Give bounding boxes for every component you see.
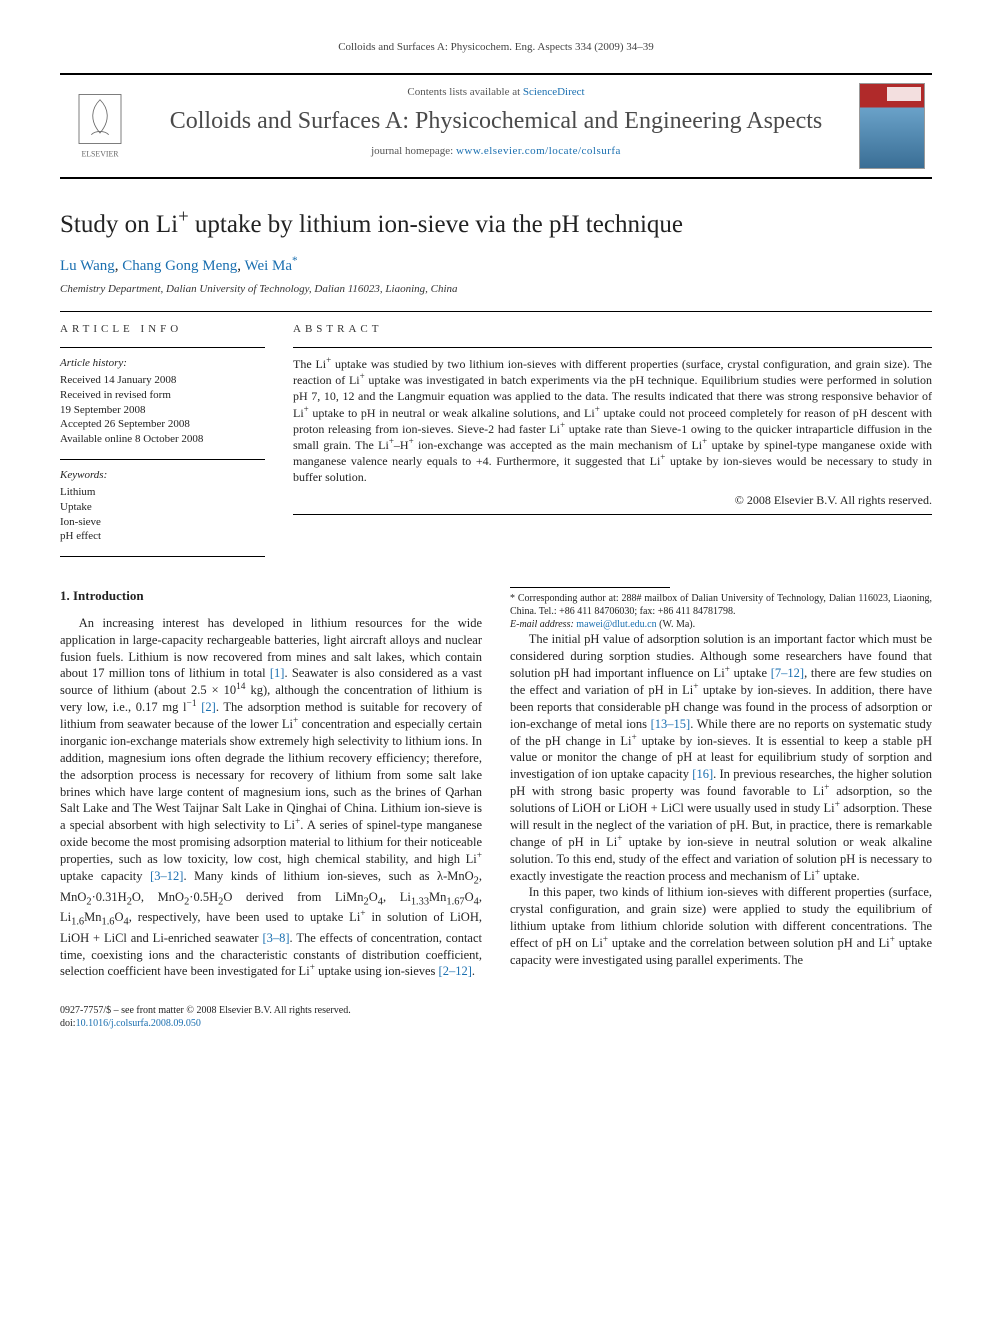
article-title: Study on Li+ uptake by lithium ion-sieve… [60,209,932,240]
email-suffix: (W. Ma). [659,619,695,630]
svg-text:ELSEVIER: ELSEVIER [81,149,119,158]
keyword: Lithium [60,485,265,500]
corresponding-footnote: * Corresponding author at: 288# mailbox … [510,592,932,631]
history-received: Received 14 January 2008 [60,373,265,388]
author-link[interactable]: Chang Gong Meng [122,258,237,274]
history-online: Available online 8 October 2008 [60,432,265,447]
footnote-rule [510,587,670,588]
sciencedirect-link[interactable]: ScienceDirect [523,86,585,98]
keyword: pH effect [60,529,265,544]
section-heading: 1. Introduction [60,587,482,605]
footnote-text: * Corresponding author at: 288# mailbox … [510,592,932,618]
abstract-copyright: © 2008 Elsevier B.V. All rights reserved… [293,492,932,508]
keywords-heading: Keywords: [60,468,265,483]
journal-header: ELSEVIER Contents lists available at Sci… [60,73,932,179]
journal-name: Colloids and Surfaces A: Physicochemical… [145,106,847,136]
page-footer: 0927-7757/$ – see front matter © 2008 El… [60,1004,932,1030]
article-info-column: ARTICLE INFO Article history: Received 1… [60,322,265,557]
history-accepted: Accepted 26 September 2008 [60,417,265,432]
contents-prefix: Contents lists available at [407,86,522,98]
email-label: E-mail address: [510,619,574,630]
affiliation: Chemistry Department, Dalian University … [60,282,932,297]
email-link[interactable]: mawei@dlut.edu.cn [576,619,656,630]
homepage-prefix: journal homepage: [371,145,456,157]
homepage-line: journal homepage: www.elsevier.com/locat… [145,144,847,159]
author-list: Lu Wang, Chang Gong Meng, Wei Ma* [60,256,932,276]
abstract-text: The Li+ uptake was studied by two lithiu… [293,356,932,486]
keyword: Ion-sieve [60,515,265,530]
journal-homepage-link[interactable]: www.elsevier.com/locate/colsurfa [456,145,621,157]
corresponding-mark[interactable]: * [292,255,298,267]
author-link[interactable]: Lu Wang [60,258,115,274]
author-link[interactable]: Wei Ma [245,258,293,274]
doi-link[interactable]: 10.1016/j.colsurfa.2008.09.050 [76,1018,201,1029]
body-paragraph: An increasing interest has developed in … [60,615,482,980]
article-info-label: ARTICLE INFO [60,322,265,337]
history-heading: Article history: [60,356,265,371]
journal-cover-thumb [852,75,932,177]
running-head: Colloids and Surfaces A: Physicochem. En… [60,40,932,55]
contents-line: Contents lists available at ScienceDirec… [145,85,847,100]
publisher-logo: ELSEVIER [60,75,140,177]
abstract-column: ABSTRACT The Li+ uptake was studied by t… [293,322,932,557]
doi-prefix: doi: [60,1018,76,1029]
abstract-label: ABSTRACT [293,322,932,337]
body-columns: 1. Introduction An increasing interest h… [60,587,932,981]
issn-line: 0927-7757/$ – see front matter © 2008 El… [60,1004,932,1017]
history-revised: Received in revised form [60,388,265,403]
history-revised-date: 19 September 2008 [60,403,265,418]
body-paragraph: The initial pH value of adsorption solut… [510,631,932,884]
divider [60,311,932,312]
body-paragraph: In this paper, two kinds of lithium ion-… [510,884,932,968]
keyword: Uptake [60,500,265,515]
